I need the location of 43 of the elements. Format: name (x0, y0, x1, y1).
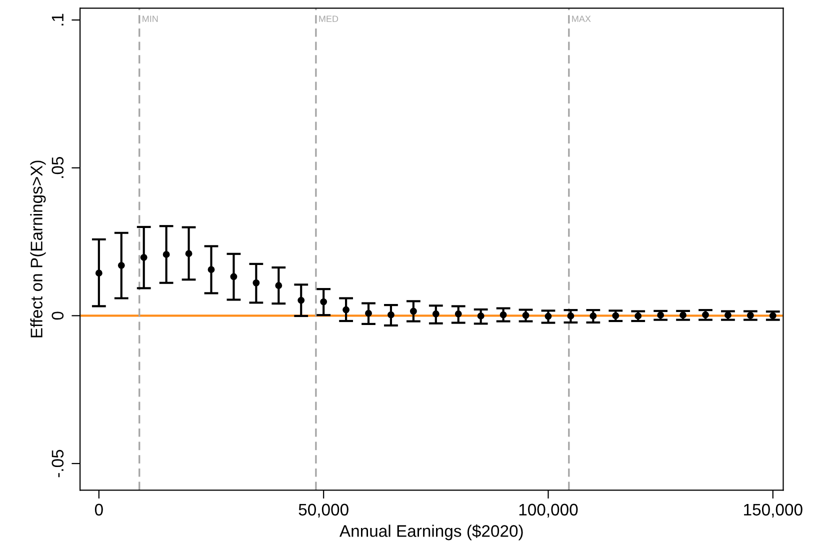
point (454, 310, 462, 318)
point (410, 308, 417, 315)
point (680, 312, 687, 319)
x-tick-label: 50,000 (298, 504, 348, 518)
x-tick-label: 150,000 (744, 504, 802, 518)
point (230, 273, 238, 280)
y-tick-label: 0 (52, 312, 64, 320)
point (567, 312, 574, 320)
point (590, 312, 597, 320)
point (298, 296, 305, 304)
point (477, 312, 484, 320)
point (769, 312, 776, 320)
y-tick-label: .05 (52, 156, 64, 178)
x-tick-label: 0 (94, 504, 103, 516)
point (388, 311, 394, 318)
point (162, 251, 170, 258)
point (365, 310, 372, 317)
point (612, 312, 620, 320)
point (185, 250, 192, 258)
point (118, 262, 125, 269)
ref-line-label: MIN (142, 16, 158, 22)
point (657, 312, 664, 319)
point (522, 312, 530, 319)
x-axis-title: Annual Earnings ($2020) (339, 524, 523, 540)
point (724, 312, 732, 319)
point (252, 279, 260, 286)
ref-line-label: MAX (572, 16, 591, 22)
ref-line-label: MED (319, 16, 338, 22)
y-tick-label: .1 (52, 14, 64, 26)
point (208, 266, 215, 274)
x-tick-label: 100,000 (519, 504, 578, 518)
point (432, 310, 440, 318)
point (342, 306, 350, 314)
point (95, 270, 102, 277)
point (544, 312, 552, 320)
point (634, 312, 642, 320)
y-axis-title: Effect on P(Earnings>X) (30, 160, 46, 338)
y-tick-label: -.05 (52, 450, 64, 478)
point (746, 312, 754, 319)
point (320, 298, 328, 306)
point (275, 282, 282, 289)
point (500, 311, 507, 318)
point (140, 254, 148, 261)
